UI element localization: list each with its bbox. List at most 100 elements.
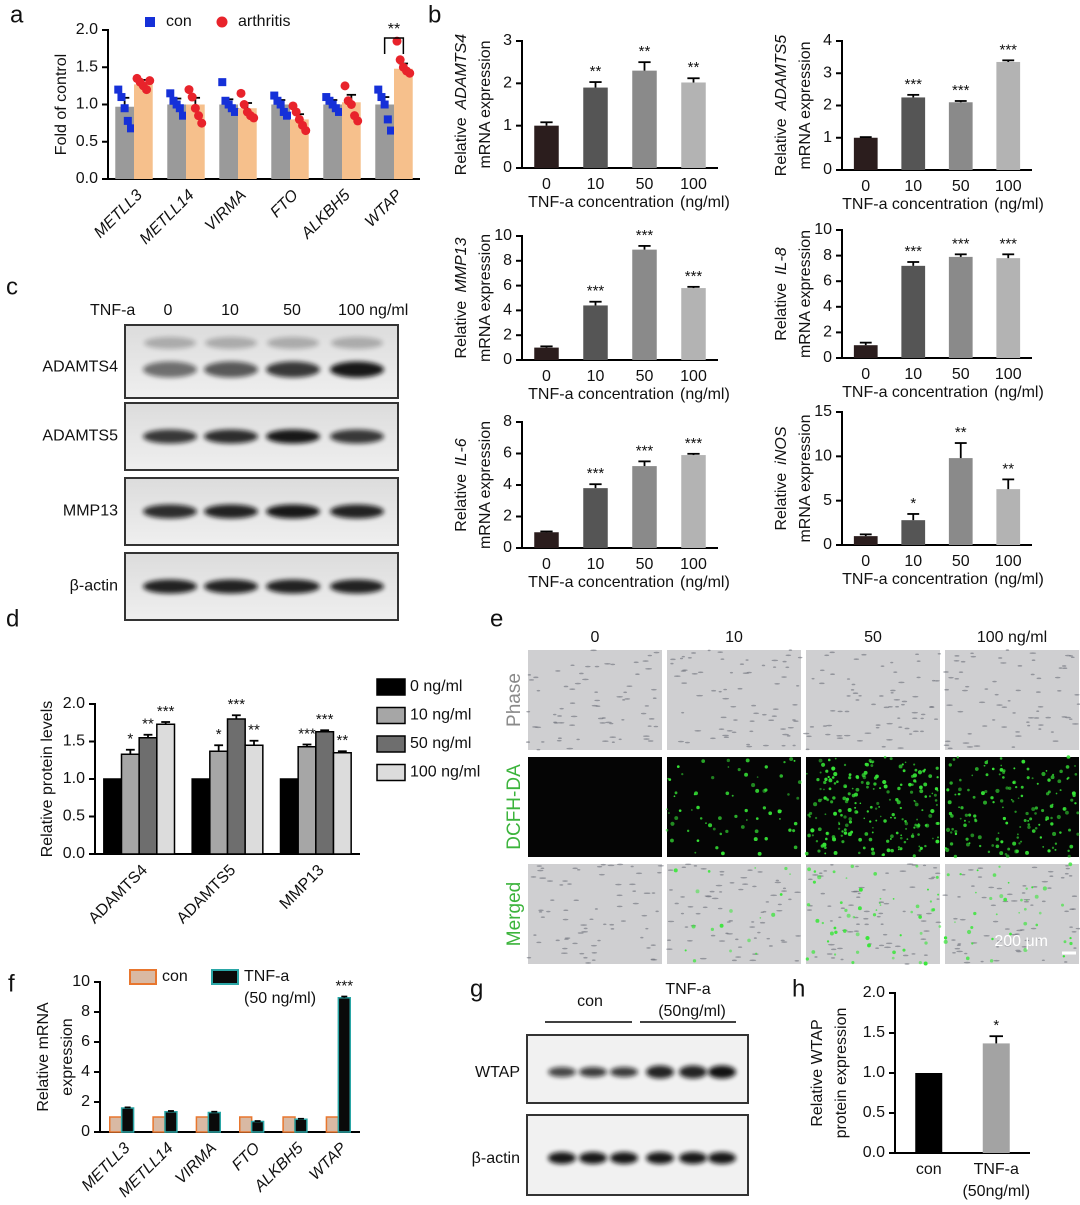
cell — [792, 719, 796, 721]
bar — [996, 61, 1021, 170]
fluorescent-cell — [821, 762, 826, 767]
cell — [598, 873, 605, 876]
cell — [863, 917, 869, 920]
fluorescent-cell — [705, 822, 707, 825]
legend-swatch — [376, 763, 406, 782]
x-tick-label: METLL14 — [137, 187, 198, 248]
cell — [992, 920, 999, 923]
fluorescent-cell — [989, 896, 993, 901]
fluorescent-cell — [870, 847, 875, 851]
fluorescent-cell — [889, 757, 893, 761]
y-tick-label: 1.5 — [63, 733, 85, 750]
fluorescent-cell — [970, 925, 974, 930]
significance: *** — [999, 41, 1017, 58]
cell — [570, 664, 575, 667]
cell — [526, 710, 531, 713]
fluorescent-cell — [928, 795, 932, 798]
bar — [138, 737, 158, 855]
cell — [684, 926, 689, 928]
bar — [325, 1116, 340, 1133]
fluorescent-cell — [855, 787, 860, 792]
cell — [594, 699, 601, 702]
cell — [572, 867, 578, 870]
fluorescent-cell — [792, 829, 796, 833]
panel-letter: e — [490, 605, 503, 632]
cell — [787, 726, 794, 729]
fluorescent-cell — [972, 795, 976, 799]
cell — [538, 909, 544, 912]
legend-swatch — [376, 678, 406, 696]
fluorescent-cell — [946, 873, 950, 877]
fluorescent-cell — [898, 764, 903, 769]
cell — [912, 695, 919, 698]
cell — [858, 694, 862, 697]
cell — [878, 944, 885, 947]
fluorescent-cell — [670, 838, 674, 843]
cell — [603, 923, 607, 926]
cell — [723, 688, 728, 691]
cell — [935, 872, 941, 875]
cell — [647, 654, 653, 657]
y-tick-label: 6 — [503, 445, 512, 462]
fluorescent-cell — [751, 783, 756, 788]
fluorescent-cell — [882, 779, 887, 785]
fluorescent-cell — [1038, 823, 1041, 826]
cell — [1016, 929, 1023, 932]
cell — [782, 887, 787, 890]
cell — [728, 920, 734, 922]
cell — [863, 910, 870, 913]
fluorescent-cell — [896, 800, 901, 805]
data-point — [249, 113, 259, 123]
fluorescent-cell — [721, 851, 725, 856]
blot-band — [646, 1152, 674, 1164]
fluorescent-cell — [1074, 802, 1077, 805]
fluorescent-cell — [971, 942, 974, 945]
gene-name: IL-8 — [773, 247, 790, 275]
x-tick-label: 10 — [587, 556, 605, 573]
cell — [933, 679, 940, 682]
fluorescent-cell — [999, 851, 1004, 856]
y-tick-label: 4 — [823, 298, 832, 315]
fluorescent-cell — [692, 959, 697, 963]
cell — [906, 863, 914, 866]
cell — [567, 883, 572, 885]
cell — [967, 732, 972, 735]
cell — [788, 898, 792, 901]
cell — [632, 902, 639, 905]
column-label: 100 ng/ml — [977, 629, 1047, 646]
cell — [895, 705, 900, 708]
fluorescent-cell — [816, 778, 820, 782]
y-tick-label: 10 — [494, 227, 512, 244]
fluorescent-cell — [1012, 780, 1017, 785]
cell — [782, 660, 787, 663]
cell — [830, 863, 834, 866]
cell — [537, 869, 544, 872]
fluorescent-cell — [1065, 810, 1069, 815]
fluorescent-cell — [868, 837, 873, 842]
cell — [643, 738, 650, 740]
blot-band — [143, 504, 197, 519]
fluorescent-cell — [1076, 811, 1080, 815]
cell — [582, 678, 589, 681]
fluorescent-cell — [762, 806, 767, 810]
fluorescent-cell — [1020, 785, 1024, 789]
fluorescent-cell — [764, 837, 768, 841]
cell — [944, 740, 951, 743]
fluorescent-cell — [1054, 842, 1058, 845]
cell — [609, 923, 615, 926]
cell — [538, 911, 543, 913]
y-axis-label: Relative iNOS — [773, 426, 790, 530]
cell — [1064, 910, 1069, 913]
cell — [670, 658, 676, 661]
fluorescent-cell — [912, 854, 916, 858]
cell — [762, 744, 769, 747]
cell — [925, 912, 932, 915]
cell — [904, 963, 910, 965]
data-point — [145, 76, 155, 86]
y-axis-label-text: Relative — [453, 301, 470, 359]
cell — [1024, 939, 1030, 942]
y-tick-label: 0.0 — [63, 845, 85, 862]
fluorescent-cell — [904, 821, 909, 826]
fluorescent-cell — [936, 840, 939, 843]
data-point — [117, 93, 126, 102]
